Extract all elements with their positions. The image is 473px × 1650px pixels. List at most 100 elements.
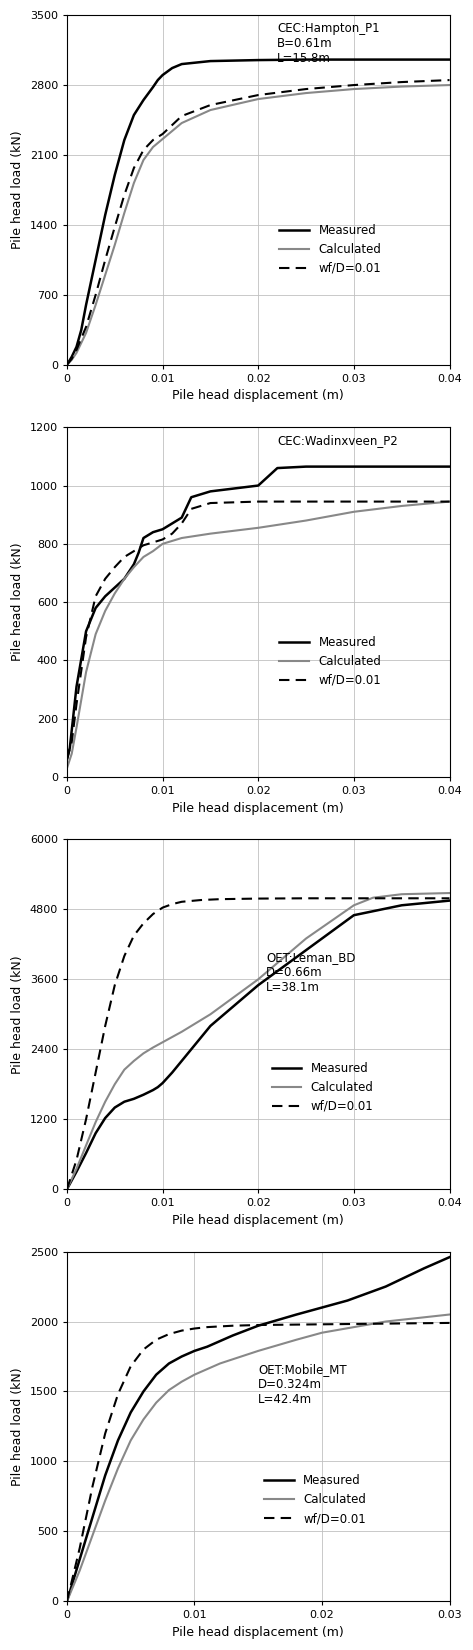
Measured xyxy=(447,1247,452,1267)
Calculated xyxy=(447,492,452,512)
Measured xyxy=(303,457,309,477)
Line: Measured: Measured xyxy=(67,901,449,1190)
Calculated xyxy=(208,523,213,543)
Calculated xyxy=(351,79,357,99)
Calculated xyxy=(64,1591,70,1610)
wf/D=0.01 xyxy=(383,1313,389,1333)
Calculated xyxy=(131,558,137,578)
wf/D=0.01 xyxy=(140,535,146,554)
Measured xyxy=(77,1549,82,1569)
Measured xyxy=(192,1341,197,1361)
Measured xyxy=(179,1346,184,1366)
Calculated xyxy=(112,234,118,254)
Measured xyxy=(74,337,79,356)
Legend: Measured, Calculated, wf/D=0.01: Measured, Calculated, wf/D=0.01 xyxy=(272,1063,374,1114)
Measured xyxy=(160,520,166,540)
Measured xyxy=(64,355,70,375)
Measured xyxy=(69,346,75,366)
Measured xyxy=(155,1077,161,1097)
Calculated xyxy=(208,101,213,120)
wf/D=0.01 xyxy=(140,914,146,934)
wf/D=0.01 xyxy=(128,1356,133,1376)
Calculated xyxy=(447,1305,452,1325)
Measured xyxy=(208,51,213,71)
Y-axis label: Pile head load (kN): Pile head load (kN) xyxy=(11,543,24,662)
Calculated xyxy=(77,1561,82,1581)
Calculated xyxy=(399,76,404,96)
wf/D=0.01 xyxy=(131,158,137,178)
wf/D=0.01 xyxy=(447,71,452,91)
wf/D=0.01 xyxy=(303,888,309,908)
Calculated xyxy=(83,662,89,681)
Measured xyxy=(303,940,309,960)
wf/D=0.01 xyxy=(112,975,118,995)
wf/D=0.01 xyxy=(303,492,309,512)
wf/D=0.01 xyxy=(208,96,213,116)
Calculated xyxy=(74,1158,79,1178)
wf/D=0.01 xyxy=(160,530,166,549)
Calculated xyxy=(74,718,79,738)
Measured xyxy=(160,1072,166,1092)
Calculated xyxy=(303,929,309,949)
wf/D=0.01 xyxy=(153,1330,159,1350)
wf/D=0.01 xyxy=(230,1315,236,1335)
Calculated xyxy=(255,970,261,990)
Line: Measured: Measured xyxy=(67,59,449,365)
Calculated xyxy=(74,343,79,363)
wf/D=0.01 xyxy=(236,889,242,909)
Measured xyxy=(303,50,309,69)
wf/D=0.01 xyxy=(351,492,357,512)
Line: Measured: Measured xyxy=(67,1257,449,1600)
Measured xyxy=(208,1016,213,1036)
wf/D=0.01 xyxy=(447,492,452,512)
Measured xyxy=(89,1508,95,1528)
Measured xyxy=(93,1124,98,1143)
Measured xyxy=(74,1162,79,1181)
Calculated xyxy=(150,137,156,157)
Calculated xyxy=(89,1526,95,1546)
Calculated xyxy=(150,541,156,561)
Measured xyxy=(160,64,166,84)
Measured xyxy=(208,482,213,502)
Measured xyxy=(217,1332,223,1351)
Calculated xyxy=(303,510,309,530)
Calculated xyxy=(351,896,357,916)
Measured xyxy=(447,50,452,69)
wf/D=0.01 xyxy=(399,492,404,512)
wf/D=0.01 xyxy=(169,894,175,914)
wf/D=0.01 xyxy=(447,888,452,908)
wf/D=0.01 xyxy=(319,1315,325,1335)
Y-axis label: Pile head load (kN): Pile head load (kN) xyxy=(11,955,24,1074)
wf/D=0.01 xyxy=(217,1317,223,1336)
Measured xyxy=(74,676,79,696)
Text: OET:Leman_BD
D=0.66m
L=38.1m: OET:Leman_BD D=0.66m L=38.1m xyxy=(266,952,355,995)
Calculated xyxy=(160,535,166,554)
Calculated xyxy=(166,1379,172,1399)
Calculated xyxy=(150,1038,156,1058)
Calculated xyxy=(64,355,70,375)
Measured xyxy=(274,459,280,478)
wf/D=0.01 xyxy=(64,355,70,375)
Calculated xyxy=(93,295,98,315)
Calculated xyxy=(93,624,98,644)
Measured xyxy=(79,320,84,340)
Calculated xyxy=(140,1043,146,1063)
wf/D=0.01 xyxy=(140,140,146,160)
wf/D=0.01 xyxy=(77,1538,82,1558)
Calculated xyxy=(115,1459,121,1478)
wf/D=0.01 xyxy=(208,493,213,513)
Calculated xyxy=(102,266,108,285)
wf/D=0.01 xyxy=(102,1424,108,1444)
Calculated xyxy=(399,497,404,516)
wf/D=0.01 xyxy=(112,218,118,238)
Calculated xyxy=(447,883,452,903)
Text: CEC:Wadinxveen_P2: CEC:Wadinxveen_P2 xyxy=(277,434,398,447)
Measured xyxy=(115,1431,121,1450)
wf/D=0.01 xyxy=(399,73,404,92)
Line: Measured: Measured xyxy=(67,467,449,759)
Measured xyxy=(179,508,184,528)
Calculated xyxy=(112,584,118,604)
Measured xyxy=(204,1336,210,1356)
Legend: Measured, Calculated, wf/D=0.01: Measured, Calculated, wf/D=0.01 xyxy=(280,224,381,274)
wf/D=0.01 xyxy=(64,1591,70,1610)
